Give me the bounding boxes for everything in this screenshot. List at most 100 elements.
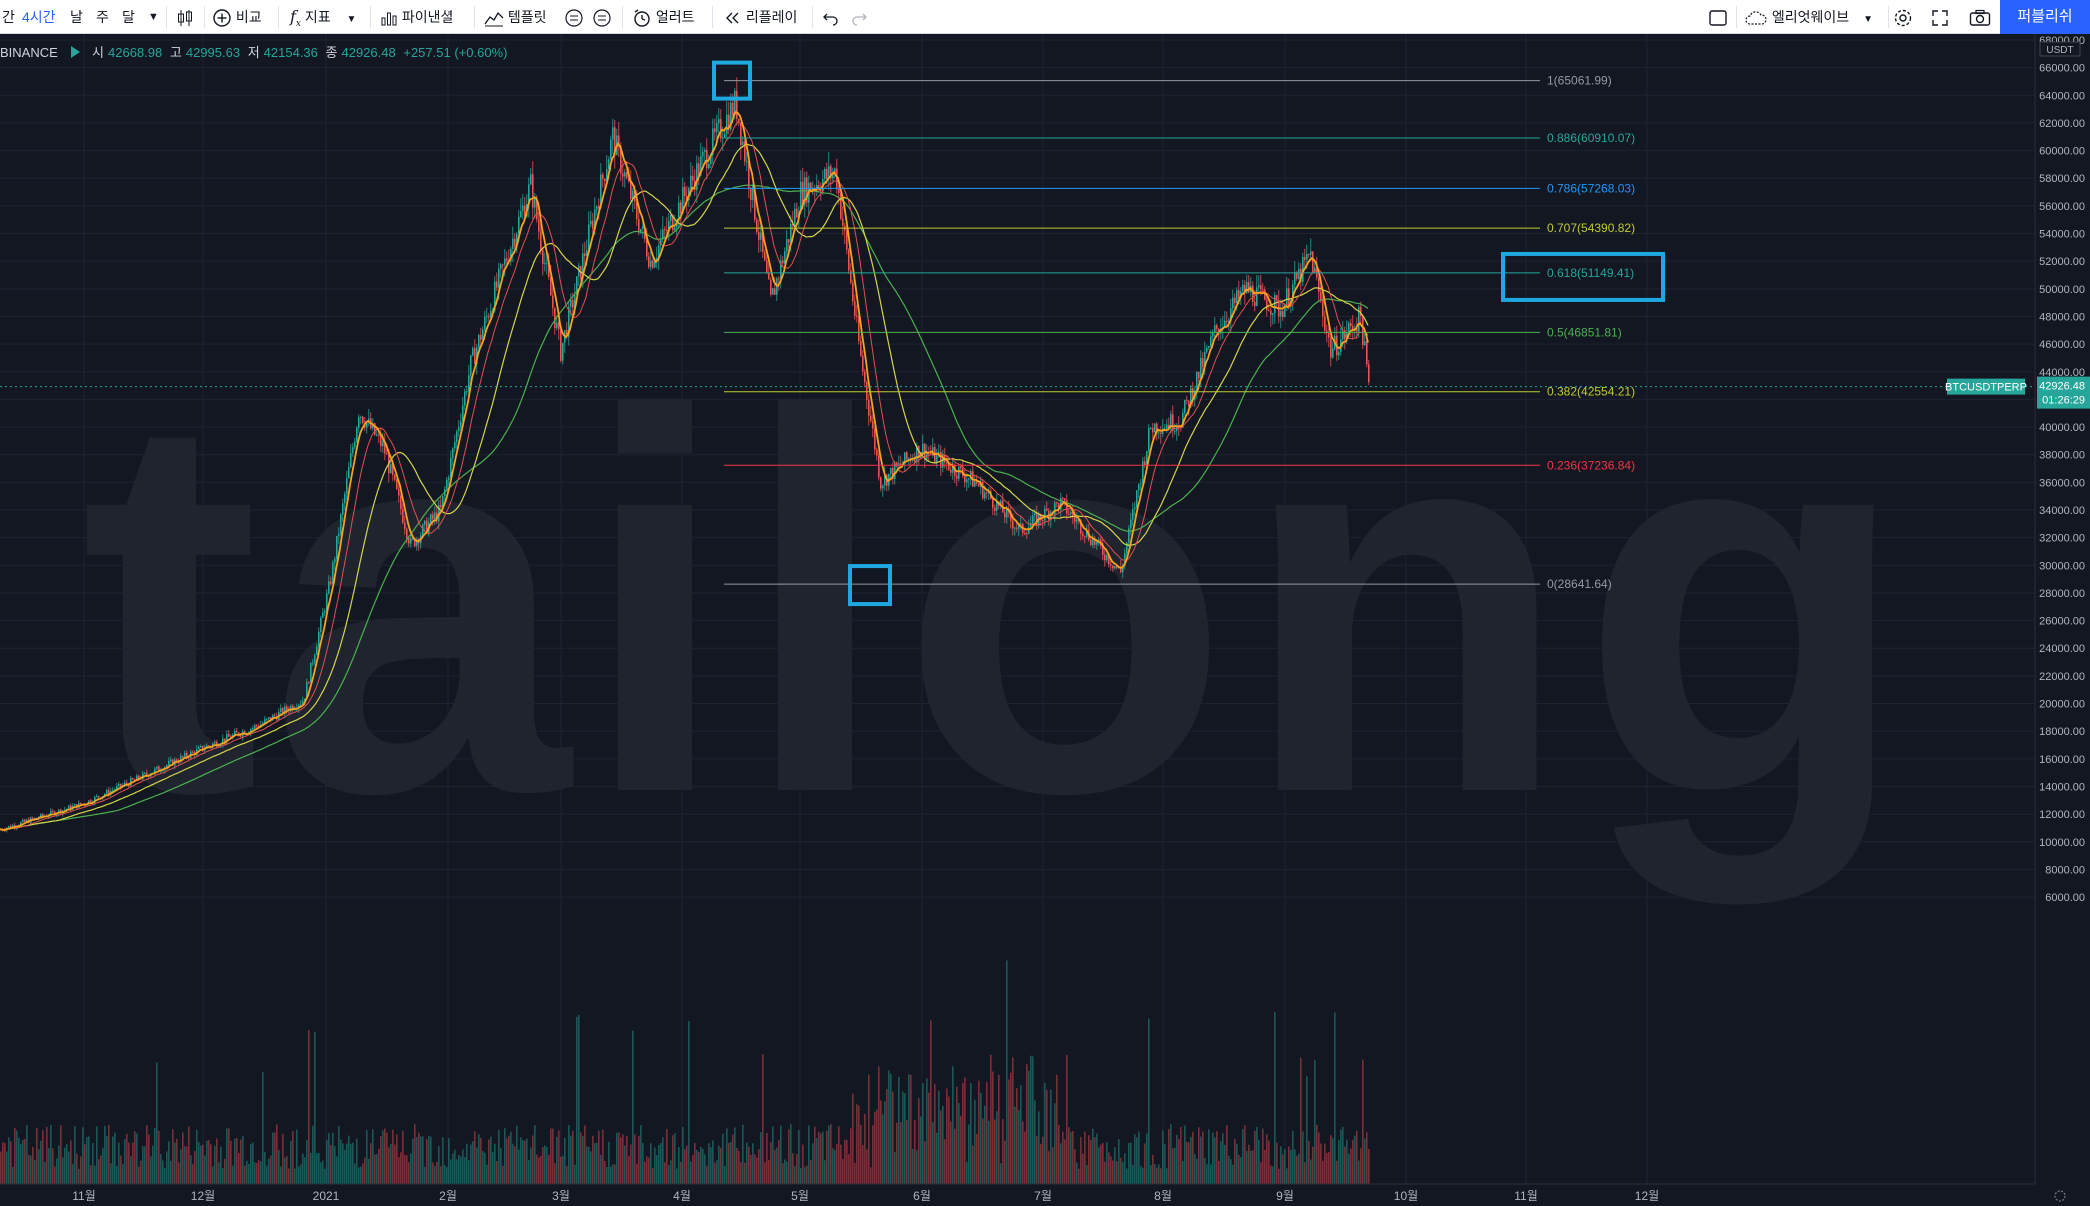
volume-bar: [386, 1132, 388, 1184]
candle-body: [626, 172, 628, 178]
volume-bar: [1344, 1146, 1346, 1184]
candle-body: [960, 466, 962, 469]
price-tick-label: 26000.00: [2039, 616, 2085, 628]
interval-week[interactable]: 주: [96, 9, 109, 25]
volume-bar: [1178, 1139, 1180, 1184]
volume-bar: [182, 1132, 184, 1184]
interval-dropdown-icon[interactable]: ▼: [148, 11, 159, 23]
volume-bar: [1182, 1160, 1184, 1184]
volume-bar: [228, 1128, 230, 1184]
volume-bar: [588, 1146, 590, 1184]
candle-body: [1266, 299, 1268, 311]
candle-body: [818, 184, 820, 190]
candle-style-icon[interactable]: [176, 0, 194, 34]
volume-bar: [822, 1131, 824, 1184]
volume-bar: [346, 1143, 348, 1184]
volume-bar: [1302, 1131, 1304, 1184]
interval-month[interactable]: 달: [122, 9, 135, 25]
interval-4h[interactable]: 4시간: [22, 9, 56, 25]
settings-gear-icon[interactable]: [1893, 0, 1913, 34]
volume-bar: [376, 1154, 378, 1184]
candle-body: [42, 814, 44, 817]
candle-body: [1090, 540, 1092, 546]
expand-icon[interactable]: [1931, 0, 1949, 34]
candle-body: [386, 453, 388, 455]
volume-bar: [522, 1140, 524, 1184]
candle-body: [1062, 498, 1064, 500]
volume-bar: [882, 1114, 884, 1184]
volume-bar: [1022, 1121, 1024, 1184]
volume-bar: [814, 1126, 816, 1184]
highlight-box-top: [712, 60, 752, 101]
candle-body: [136, 775, 138, 780]
volume-bar: [1072, 1131, 1074, 1184]
candle-body: [770, 279, 772, 295]
candle-body: [996, 501, 998, 511]
volume-bar: [40, 1140, 42, 1184]
volume-bar: [90, 1165, 92, 1184]
interval-day[interactable]: 날: [70, 9, 83, 25]
candle-body: [308, 682, 310, 684]
volume-bar: [738, 1150, 740, 1184]
volume-bar: [1074, 1149, 1076, 1184]
financials-button[interactable]: 파이낸셜: [380, 0, 453, 34]
candle-body: [98, 796, 100, 798]
volume-bar: [754, 1154, 756, 1184]
redo-icon[interactable]: [850, 0, 868, 34]
volume-bar: [1240, 1157, 1242, 1184]
volume-bar: [1186, 1141, 1188, 1184]
candle-body: [854, 301, 856, 316]
volume-bar: [514, 1146, 516, 1184]
time-axis[interactable]: 11월 12월 2021 2월 3월 4월 5월 6월 7월 8월 9월 10월 11월 12월: [0, 1183, 2066, 1206]
fullscreen-square-icon[interactable]: [1708, 0, 1728, 34]
price-axis[interactable]: 68000.0066000.0064000.0062000.0060000.00…: [1945, 34, 2090, 1206]
volume-bar: [700, 1146, 702, 1184]
indicators-button[interactable]: fx 지표 ▼: [290, 0, 356, 34]
candle-body: [516, 233, 518, 247]
candle-body: [1196, 371, 1198, 391]
volume-bar: [1026, 1063, 1028, 1184]
interval-partial[interactable]: 간: [2, 9, 15, 25]
replay-button[interactable]: 리플레이: [724, 0, 797, 34]
candle-body: [544, 263, 546, 265]
candle-body: [642, 226, 644, 229]
candle-body: [592, 220, 594, 229]
volume-bar: [278, 1149, 280, 1184]
candle-body: [1132, 509, 1134, 520]
volume-bar: [932, 1122, 934, 1184]
chart-area[interactable]: tailong 1(65061.99) 0.886(60910.07) 0.786(…: [0, 34, 2090, 1206]
compare-button[interactable]: 비교: [212, 0, 262, 34]
templates-button[interactable]: 템플릿: [484, 0, 547, 34]
volume-bar: [996, 1111, 998, 1184]
candle-body: [1214, 325, 1216, 333]
fibonacci-retracement[interactable]: 1(65061.99) 0.886(60910.07) 0.786(57268.03…: [724, 74, 1635, 591]
undo-icon[interactable]: [822, 0, 840, 34]
candle-body: [512, 238, 514, 250]
volume-bar: [68, 1151, 70, 1184]
volume-bar: [838, 1126, 840, 1184]
camera-icon[interactable]: [1969, 0, 1991, 34]
candle-body: [582, 253, 584, 279]
volume-bar: [454, 1149, 456, 1184]
publish-button[interactable]: 퍼블리쉬: [2000, 0, 2090, 34]
chevron-down-icon: ▼: [346, 14, 357, 25]
candle-body: [572, 299, 574, 308]
layout-button[interactable]: 엘리엇웨이브 ▼: [1744, 0, 1873, 34]
candle-body: [748, 161, 750, 188]
volume-bar: [1280, 1146, 1282, 1184]
candle-body: [236, 731, 238, 733]
volume-bar: [1222, 1133, 1224, 1184]
volume-bar: [1228, 1155, 1230, 1184]
volume-bar: [1110, 1156, 1112, 1184]
candle-body: [1174, 430, 1176, 432]
candle-body: [718, 119, 720, 124]
price-chart[interactable]: 1(65061.99) 0.886(60910.07) 0.786(57268.03…: [0, 34, 2090, 1206]
candle-body: [1292, 284, 1294, 301]
sort-down-icon[interactable]: [592, 0, 612, 34]
candle-body: [446, 479, 448, 490]
candle-body: [1186, 399, 1188, 401]
alert-button[interactable]: 얼러트: [632, 0, 695, 34]
volume-bar: [722, 1133, 724, 1184]
sort-up-icon[interactable]: [564, 0, 584, 34]
candle-body: [482, 329, 484, 340]
